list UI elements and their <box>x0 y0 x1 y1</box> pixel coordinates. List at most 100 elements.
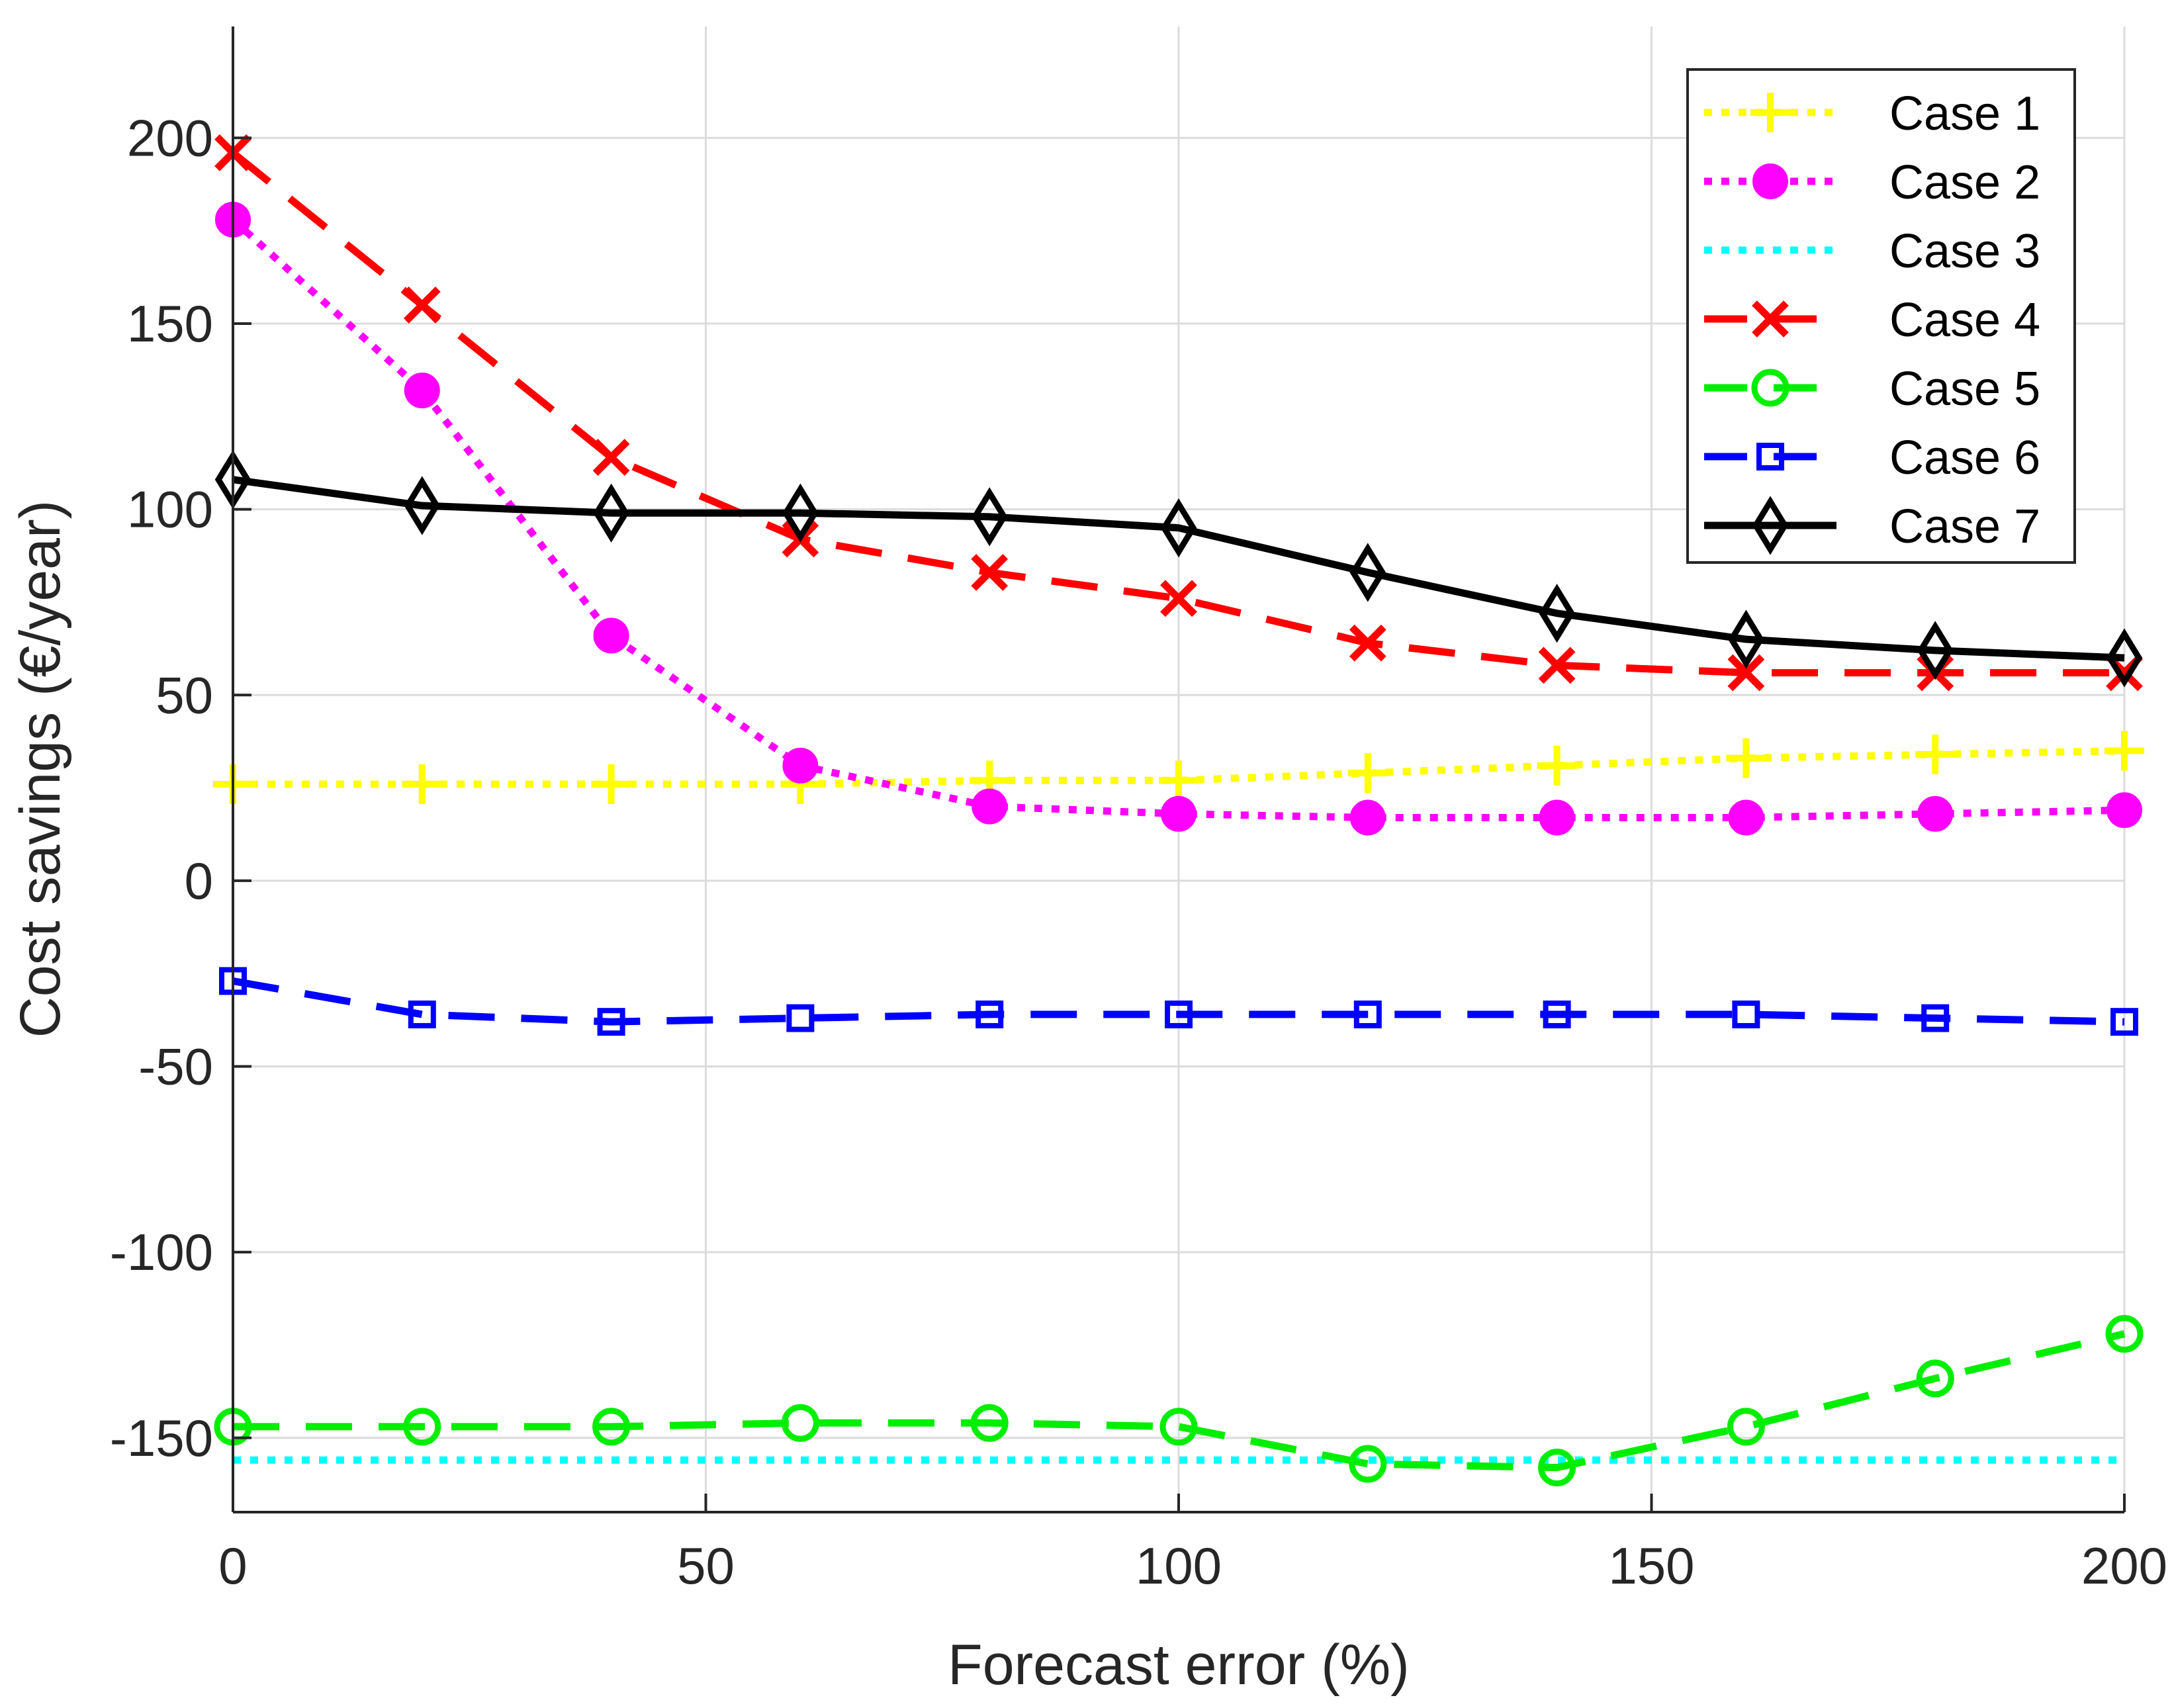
x-tick-label: 0 <box>218 1537 247 1595</box>
x-tick-label: 200 <box>2081 1537 2167 1595</box>
data-point <box>971 487 1008 547</box>
data-point <box>1752 496 1789 555</box>
y-tick-label: 100 <box>127 480 213 539</box>
legend-item: Case 5 <box>1704 363 2040 416</box>
data-point <box>1751 369 1789 407</box>
data-point <box>1161 795 1197 832</box>
data-point <box>1752 163 1788 199</box>
data-point <box>1349 799 1386 836</box>
x-tick-label: 150 <box>1608 1537 1694 1595</box>
data-point <box>1917 795 1954 832</box>
data-point <box>1347 753 1388 793</box>
data-point <box>786 1004 815 1032</box>
data-point <box>1727 1408 1765 1446</box>
legend-label: Case 5 <box>1889 363 2040 416</box>
series-layer <box>213 134 2144 1487</box>
y-tick-label: -150 <box>110 1409 213 1467</box>
x-tick-label: 100 <box>1136 1537 1222 1595</box>
series-line <box>230 150 2124 677</box>
legend-box <box>1686 68 2076 564</box>
data-point <box>403 287 441 324</box>
data-point <box>1353 1000 1382 1028</box>
legend-label: Case 1 <box>1889 87 2040 140</box>
data-point <box>1165 1000 1193 1028</box>
data-point <box>1159 760 1199 801</box>
data-point <box>1538 1449 1576 1487</box>
data-point <box>404 476 441 535</box>
x-tick-label: 50 <box>677 1537 735 1595</box>
data-point <box>2106 792 2142 829</box>
y-tick-label: -100 <box>110 1223 213 1281</box>
y-tick-label: 50 <box>156 666 213 724</box>
data-point <box>1917 621 1954 680</box>
data-point <box>1728 799 1764 836</box>
legend-item: Case 4 <box>1704 294 2040 347</box>
legend-label: Case 2 <box>1889 156 2040 209</box>
series-line <box>232 476 2125 662</box>
y-axis-title: Cost savings (€/year) <box>9 500 72 1038</box>
y-tick-label: 200 <box>127 109 213 167</box>
data-point <box>1752 300 1789 337</box>
data-point <box>1539 799 1575 836</box>
data-point <box>1160 498 1197 558</box>
data-point <box>1915 735 1956 775</box>
data-point <box>1349 543 1386 602</box>
series-case-5 <box>214 1315 2144 1487</box>
tick-labels: 0 50 100 150 200 -150 -100 -50 0 50 100 150 200 <box>110 109 2167 1595</box>
data-point <box>970 1404 1009 1442</box>
data-point <box>782 747 819 784</box>
data-point <box>592 439 630 476</box>
data-point <box>592 1408 631 1446</box>
data-point <box>597 1008 625 1036</box>
data-point <box>1727 654 1765 692</box>
data-point <box>1160 580 1197 617</box>
data-point <box>781 1404 819 1442</box>
data-point <box>2105 731 2144 771</box>
axes <box>232 26 2126 1513</box>
series-line <box>233 746 2125 788</box>
y-tick-label: 0 <box>185 852 213 910</box>
data-point <box>1537 745 1577 786</box>
data-point <box>1750 93 1790 132</box>
legend-label: Case 3 <box>1889 225 2040 278</box>
legend: Case 1 Case 2 Case 3 Case 4 Case 5 Case 6 Case… <box>1686 68 2076 564</box>
legend-item: Case 7 <box>1704 496 2040 555</box>
data-point <box>1756 443 1784 471</box>
legend-label: Case 4 <box>1889 294 2040 347</box>
legend-item: Case 3 <box>1704 225 2040 278</box>
legend-item: Case 1 <box>1704 87 2040 140</box>
data-point <box>1726 738 1766 778</box>
data-point <box>782 483 819 543</box>
data-point <box>408 1000 436 1028</box>
x-axis-title: Forecast error (%) <box>948 1633 1410 1697</box>
series-case-2 <box>215 201 2142 836</box>
series-line <box>232 977 2125 1026</box>
y-tick-label: 150 <box>127 294 213 353</box>
data-point <box>2110 1008 2138 1036</box>
legend-item: Case 2 <box>1704 156 2040 209</box>
data-point <box>1349 624 1386 662</box>
legend-label: Case 7 <box>1889 500 2040 553</box>
series-line <box>233 1330 2126 1472</box>
data-point <box>404 373 440 409</box>
data-point <box>1732 1000 1760 1028</box>
legend-item: Case 6 <box>1704 431 2040 484</box>
data-point <box>2105 1315 2144 1353</box>
data-point <box>971 554 1009 591</box>
data-point <box>1349 1445 1387 1483</box>
data-point <box>1539 584 1575 643</box>
data-point <box>975 1000 1004 1028</box>
data-point <box>591 764 631 804</box>
data-point <box>1159 1408 1198 1446</box>
data-point <box>2106 628 2143 688</box>
data-point <box>1916 1359 1954 1398</box>
data-point <box>1543 1000 1571 1028</box>
data-point <box>403 1408 441 1446</box>
data-point <box>593 483 629 543</box>
legend-label: Case 6 <box>1889 431 2040 484</box>
data-point <box>1538 647 1576 684</box>
data-point <box>972 788 1008 825</box>
data-point <box>1921 1004 1950 1032</box>
y-tick-label: -50 <box>138 1038 213 1096</box>
